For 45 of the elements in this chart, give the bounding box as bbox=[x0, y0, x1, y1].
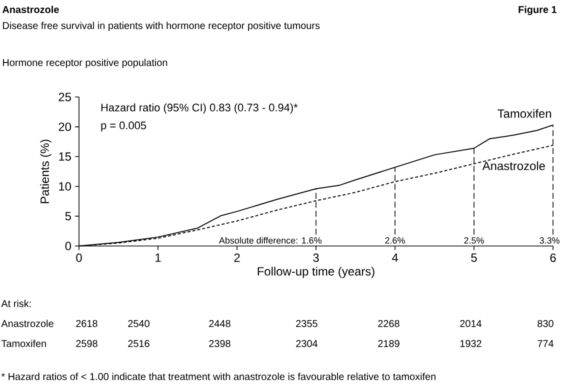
x-axis-title: Follow-up time (years) bbox=[258, 266, 374, 278]
text: At risk: bbox=[1, 300, 31, 308]
text: 2268 bbox=[378, 320, 400, 328]
text: 774 bbox=[538, 340, 554, 347]
x-tick-label: 5 bbox=[471, 254, 477, 262]
series-label: Tamoxifen bbox=[498, 109, 552, 118]
text: 1932 bbox=[460, 340, 482, 348]
x-tick-label: 2 bbox=[234, 254, 240, 262]
series-label: Anastrozole bbox=[482, 161, 545, 170]
text: 2618 bbox=[76, 320, 98, 328]
x-tick-label: 3 bbox=[313, 254, 319, 262]
chart-title: Anastrozole bbox=[2, 6, 59, 14]
x-tick-label: 6 bbox=[550, 254, 556, 262]
x-tick-label: 4 bbox=[392, 254, 398, 262]
text: 2189 bbox=[378, 340, 400, 348]
text: 2355 bbox=[296, 320, 318, 328]
annotation: 2.5% bbox=[464, 237, 484, 244]
text: 2304 bbox=[296, 340, 318, 348]
y-tick-label: 5 bbox=[65, 212, 71, 220]
text: 2540 bbox=[128, 320, 150, 328]
annotation: Absolute difference: 1.6% bbox=[218, 237, 322, 244]
annotation: 3.3% bbox=[540, 237, 560, 244]
caption: Figure 1 bbox=[518, 6, 557, 16]
y-tick-label: 0 bbox=[65, 242, 72, 250]
text: 2516 bbox=[128, 340, 150, 348]
text: 2598 bbox=[76, 340, 98, 348]
x-tick-label: 0 bbox=[76, 254, 82, 262]
text: Tamoxifen bbox=[1, 340, 46, 348]
y-tick-label: 10 bbox=[59, 182, 72, 191]
x-tick-label: 1 bbox=[156, 254, 161, 262]
text: 2014 bbox=[460, 320, 482, 328]
text: 830 bbox=[538, 320, 554, 328]
y-tick-label: 15 bbox=[59, 152, 71, 161]
annotation: Hazard ratio (95% CI) 0.83 (0.73 - 0.94)* bbox=[101, 103, 298, 114]
annotation: 2.6% bbox=[385, 237, 405, 244]
chart-subtitle: Disease free survival in patients with hormone receptor positive tumours bbox=[3, 22, 320, 32]
y-tick-label: 25 bbox=[58, 92, 71, 102]
text: 2398 bbox=[209, 340, 230, 348]
text: Hormone receptor positive population bbox=[3, 58, 168, 68]
annotation: p = 0.005 bbox=[101, 122, 146, 132]
text: * Hazard ratios of < 1.00 indicate that treatment with anastrozole is favourable relative to tamoxifen bbox=[1, 372, 436, 380]
text: 2448 bbox=[209, 320, 230, 328]
text: Anastrozole bbox=[1, 320, 54, 328]
y-tick-label: 20 bbox=[58, 122, 72, 132]
y-axis-title: Patients (%) bbox=[40, 140, 52, 204]
